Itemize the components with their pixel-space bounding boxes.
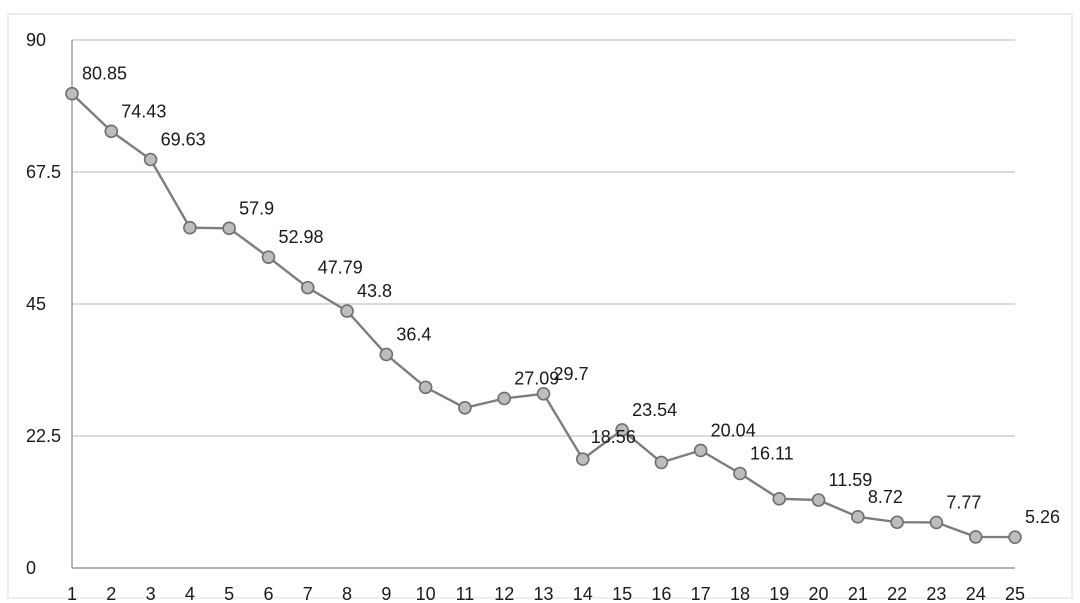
data-point [929, 515, 944, 530]
data-point [104, 124, 119, 139]
x-tick-label: 1 [67, 584, 77, 603]
data-label: 11.59 [829, 470, 873, 490]
x-tick-label: 5 [224, 584, 234, 603]
data-point [890, 515, 904, 530]
x-tick-label: 18 [730, 584, 750, 603]
x-tick-label: 9 [381, 584, 391, 603]
data-point [65, 86, 79, 101]
x-tick-label: 22 [887, 584, 907, 603]
y-tick-label: 0 [26, 558, 36, 578]
data-label: 20.04 [711, 420, 756, 440]
data-label: 7.77 [946, 492, 981, 512]
x-tick-label: 24 [966, 584, 986, 603]
data-point [143, 152, 158, 167]
x-tick-label: 2 [106, 584, 116, 603]
gridlines [72, 39, 1015, 437]
data-point [733, 466, 747, 481]
data-point [693, 443, 708, 458]
data-label: 27.09 [514, 368, 559, 388]
x-tick-label: 25 [1005, 584, 1025, 603]
x-axis-tick-labels: 1 2 3 4 5 6 7 8 9 10 11 12 13 14 15 16 17 18 19 20 21 22 23 24 2… [67, 584, 1025, 603]
x-tick-label: 13 [533, 584, 553, 603]
data-point [536, 386, 551, 401]
axes [71, 40, 1015, 569]
data-label: 18.56 [591, 427, 636, 447]
data-label: 16.11 [750, 443, 794, 463]
data-point [183, 220, 197, 235]
y-axis-tick-labels: 0 22.5 45 67.5 90 [26, 30, 61, 578]
data-point [340, 304, 354, 318]
data-point [261, 250, 276, 264]
x-tick-label: 19 [769, 584, 789, 603]
x-tick-label: 21 [848, 584, 868, 603]
data-point [851, 510, 865, 524]
series-line [71, 92, 1016, 539]
data-point [418, 380, 433, 395]
data-label: 36.4 [396, 324, 431, 344]
data-point [458, 401, 472, 415]
data-point [300, 280, 315, 295]
data-point [968, 530, 983, 544]
data-point [222, 221, 236, 236]
data-label: 23.54 [632, 400, 677, 420]
data-label: 74.43 [121, 101, 166, 121]
x-tick-label: 4 [185, 584, 195, 603]
data-point [575, 452, 590, 466]
chart-frame [7, 13, 1073, 599]
x-tick-label: 6 [263, 584, 273, 603]
data-point [497, 391, 512, 406]
data-label: 52.98 [278, 227, 323, 247]
x-tick-label: 12 [494, 584, 514, 603]
data-label: 80.85 [82, 64, 127, 84]
x-tick-label: 14 [573, 584, 593, 603]
y-tick-label: 90 [26, 30, 46, 50]
data-point [811, 493, 826, 507]
y-tick-label: 67.5 [26, 162, 61, 182]
data-label: 8.72 [868, 487, 903, 507]
x-tick-label: 8 [342, 584, 352, 603]
y-tick-label: 22.5 [26, 426, 61, 446]
x-tick-label: 10 [416, 584, 436, 603]
data-label: 29.7 [554, 364, 589, 384]
x-tick-label: 17 [691, 584, 711, 603]
data-label: 43.8 [357, 281, 392, 301]
data-point [1008, 530, 1022, 544]
data-point [654, 455, 669, 470]
y-tick-label: 45 [26, 294, 46, 314]
data-point [772, 491, 787, 506]
data-label: 5.26 [1025, 507, 1060, 527]
x-tick-label: 11 [456, 584, 475, 603]
x-tick-label: 16 [651, 584, 671, 603]
data-label: 57.9 [239, 198, 274, 218]
x-tick-label: 7 [303, 584, 313, 603]
data-labels: 80.85 74.43 69.63 57.952.98 47.79 43.8 36.4 27.… [82, 64, 1060, 527]
x-tick-label: 15 [612, 584, 632, 603]
x-tick-label: 23 [926, 584, 946, 603]
x-tick-label: 3 [146, 584, 156, 603]
data-point [615, 423, 629, 437]
data-label: 47.79 [318, 258, 363, 278]
data-label: 69.63 [161, 130, 206, 150]
x-tick-label: 20 [809, 584, 829, 603]
data-point [379, 347, 394, 362]
series [65, 86, 1022, 544]
